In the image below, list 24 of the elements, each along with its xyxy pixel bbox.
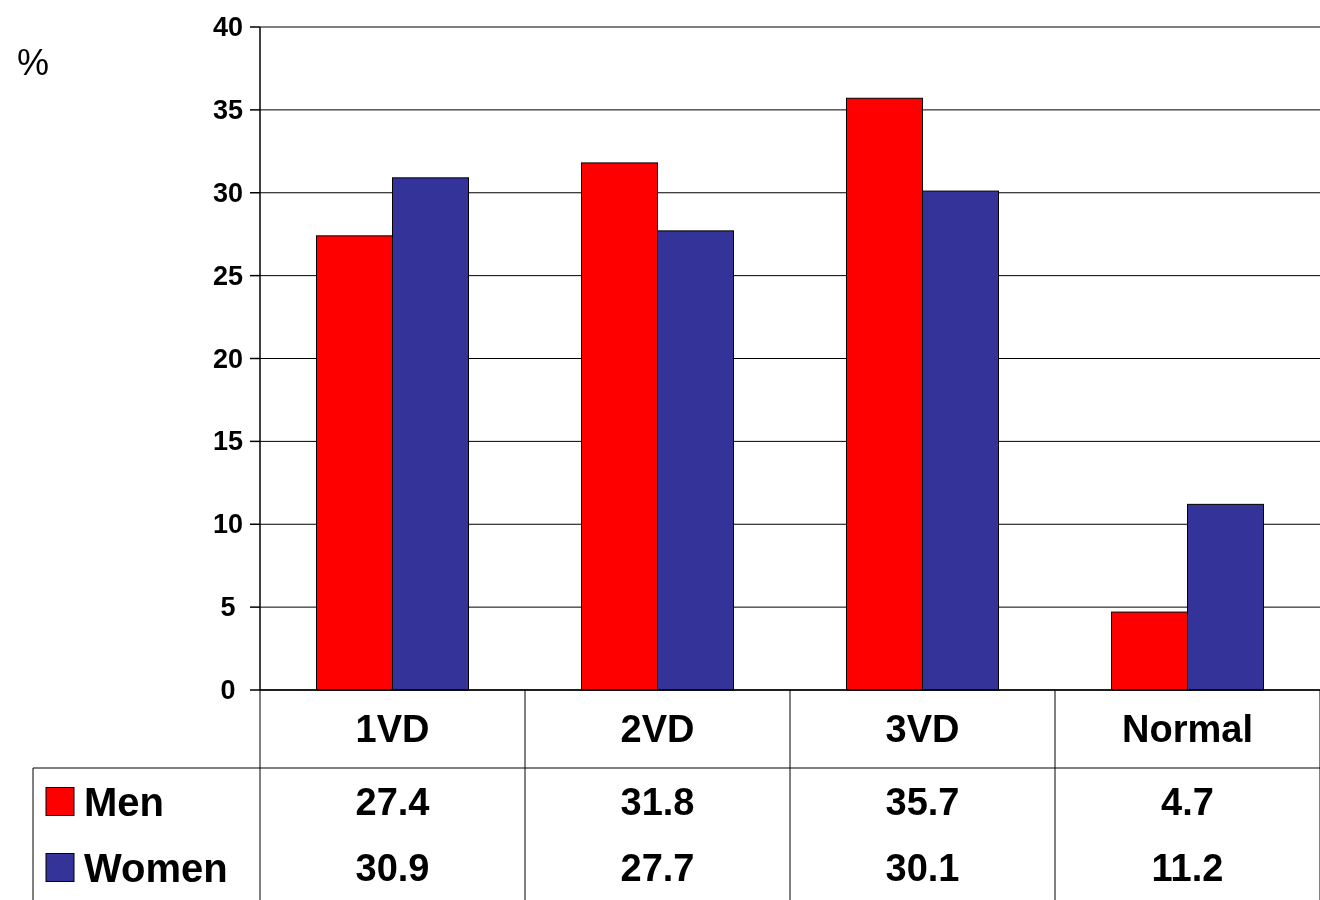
y-tick-label: 0: [220, 675, 236, 705]
y-tick-label: 20: [212, 343, 244, 374]
x-tick-label: Normal: [1122, 708, 1253, 750]
data-label: 30.1: [885, 846, 960, 889]
y-tick-label: 15: [212, 426, 244, 457]
y-tick-label: 30: [212, 177, 244, 208]
y-tick-label: 25: [212, 260, 244, 291]
legend-label: Men: [84, 779, 164, 824]
data-label: 30.9: [355, 846, 430, 889]
data-label: 27.7: [620, 846, 695, 889]
data-label: 4.7: [1161, 780, 1214, 823]
x-tick-label: 3VD: [885, 708, 960, 750]
y-tick-label: 5: [220, 592, 236, 623]
x-tick-label: 1VD: [355, 708, 430, 750]
data-label: 35.7: [885, 780, 960, 823]
y-axis-title: %: [16, 41, 50, 83]
data-label: 11.2: [1151, 846, 1224, 889]
data-label: 27.4: [355, 780, 430, 823]
y-tick-label: 35: [212, 94, 244, 125]
data-label: 31.8: [620, 780, 695, 823]
legend-label: Women: [84, 845, 228, 890]
y-tick-label: 10: [212, 509, 244, 540]
y-tick-label: 40: [212, 12, 244, 42]
x-tick-label: 2VD: [620, 708, 695, 750]
